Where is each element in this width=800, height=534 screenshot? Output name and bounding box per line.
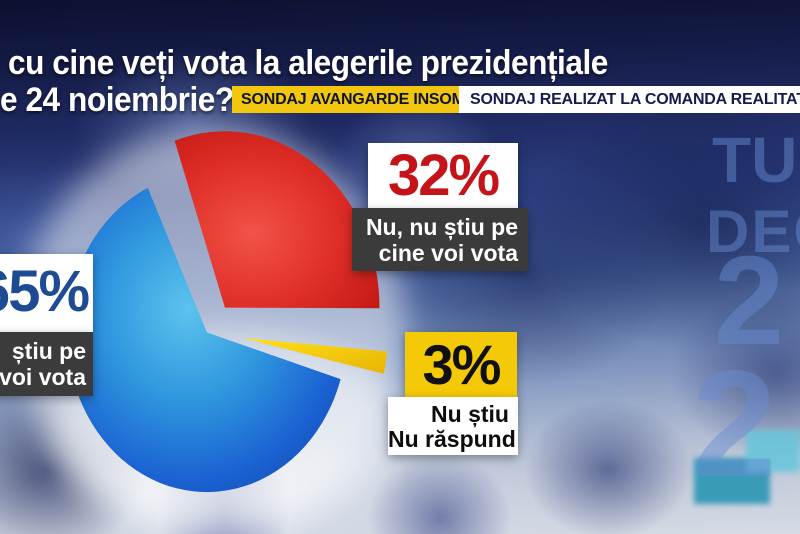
caption-yellow-line-2: Nu răspund: [388, 426, 516, 452]
caption-yellow: Nu știu Nu răspund: [388, 397, 518, 455]
watermark-digit-2-top: 2: [714, 230, 785, 371]
caption-blue-line-1: știu pe: [11, 338, 86, 364]
caption-red: Nu, nu știu pe cine voi vota: [352, 208, 528, 271]
badge-sondaj-avangarde: SONDAJ AVANGARDE INSOMAR: [232, 86, 497, 113]
poll-question-line-2-text: e 24 noiembrie?: [0, 81, 234, 119]
caption-yellow-line-1: Nu știu: [431, 401, 509, 427]
pie-slice-yellow: [242, 337, 387, 374]
pct-value-red: 32%: [387, 143, 500, 208]
caption-blue: știu pe voi vota: [0, 332, 93, 396]
pct-value-yellow: 3%: [422, 333, 502, 396]
pie-slice-red: [174, 131, 380, 309]
pct-badge-yellow: 3%: [405, 332, 517, 397]
pct-badge-blue: 65%: [0, 254, 93, 332]
pct-badge-red: 32%: [368, 143, 518, 208]
caption-red-line-2: cine voi vota: [378, 240, 518, 266]
pct-value-blue: 65%: [0, 259, 90, 324]
watermark-tu: TU: [712, 124, 798, 196]
watermark-decizi: DECIZI: [706, 198, 800, 265]
caption-blue-line-2: voi vota: [0, 364, 86, 390]
poll-question-line-1-text: cu cine veți vota la alegerile prezidenț…: [8, 44, 608, 82]
pie-slice-blue: [67, 187, 341, 493]
caption-red-line-1: Nu, nu știu pe: [365, 214, 518, 240]
teal-overlay-patch-light: [746, 430, 800, 472]
poll-question-line-1: cu cine veți vota la alegerile prezidenț…: [8, 44, 653, 83]
poll-question-line-2: e 24 noiembrie?: [0, 81, 251, 120]
watermark-digit-2-bottom: 2: [692, 339, 777, 509]
badge-sondaj-realitatea: SONDAJ REALIZAT LA COMANDA REALITATEA PL…: [459, 86, 800, 113]
